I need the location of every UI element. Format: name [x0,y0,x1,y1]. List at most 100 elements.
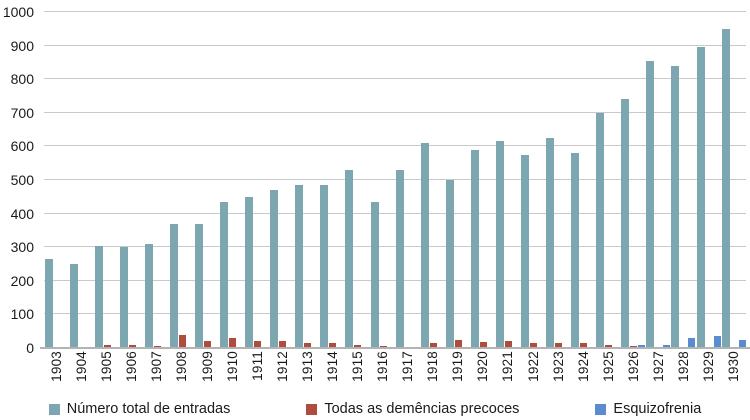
bar-1920-demencias [479,342,487,348]
bar-1930-esquizofrenia [738,340,746,348]
bar-group-1917 [395,12,420,348]
x-tick-label: 1930 [726,351,742,382]
bar-group-1914 [320,12,345,348]
x-tick-1910: 1910 [220,351,245,397]
x-tick-1915: 1915 [345,351,370,397]
bar-1930-total [721,29,730,348]
bar-1906-total [119,247,128,348]
x-tick-label: 1921 [500,351,516,382]
x-tick-label: 1917 [400,351,416,382]
y-tick-label-600: 600 [10,138,34,154]
gridline-900 [44,44,746,46]
bar-group-1916 [370,12,395,348]
x-tick-label: 1904 [74,351,90,382]
y-tick-label-100: 100 [10,306,34,322]
y-tick-label-700: 700 [10,105,34,121]
bar-1920-total [470,150,479,348]
bar-1925-demencias [605,345,613,348]
x-tick-label: 1906 [124,351,140,382]
x-tick-label: 1926 [625,351,641,382]
gridline-600 [44,145,746,147]
x-tick-label: 1925 [600,351,616,382]
bar-group-1904 [69,12,94,348]
bar-1929-total [696,47,705,348]
legend-label: Todas as demências precoces [324,401,520,417]
bar-1914-total [320,185,329,348]
x-tick-1926: 1926 [621,351,646,397]
legend: Número total de entradas Todas as demênci… [0,401,750,417]
bar-1929-esquizofrenia [713,336,721,348]
bar-1927-esquizofrenia [663,345,671,348]
x-tick-label: 1903 [49,351,65,382]
bar-1909-total [195,224,203,348]
bar-1915-demencias [354,345,362,348]
x-tick-1918: 1918 [420,351,445,397]
gridline-700 [44,111,746,113]
x-tick-label: 1923 [550,351,566,382]
bar-group-1918 [420,12,445,348]
x-tick-label: 1905 [99,351,115,382]
x-tick-label: 1922 [525,351,541,382]
legend-item-2: Esquizofrenia [595,401,701,417]
x-tick-1914: 1914 [320,351,345,397]
bar-group-1929 [696,12,721,348]
bar-1911-total [245,197,254,348]
y-tick-label-900: 900 [10,38,34,54]
bar-1909-demencias [204,341,211,348]
x-tick-label: 1929 [701,351,717,382]
bar-group-1908 [169,12,194,348]
gridline-1000 [44,11,746,12]
bar-1916-total [370,202,379,348]
plot-area [44,11,746,348]
legend-swatch-icon [306,403,318,415]
y-tick-label-500: 500 [10,172,34,188]
x-tick-1912: 1912 [270,351,295,397]
bar-1908-total [169,224,178,348]
bar-1918-total [420,143,429,348]
bar-group-1924 [571,12,596,348]
x-tick-1924: 1924 [571,351,596,397]
bar-1915-total [345,170,354,348]
bar-1921-total [495,141,504,348]
gridline-100 [44,313,746,315]
bar-group-1910 [220,12,245,348]
bar-group-1903 [44,12,69,348]
bar-group-1920 [470,12,495,348]
bar-group-1906 [119,12,144,348]
bar-group-1922 [520,12,545,348]
x-axis-labels: 1903 1904 1905 1906 1907 1908 1909 1910 1911 1912… [44,351,746,397]
bar-1913-total [295,185,304,348]
y-tick-label-0: 0 [26,340,34,356]
bar-group-1909 [194,12,219,348]
x-tick-label: 1927 [650,351,666,382]
x-tick-1905: 1905 [94,351,119,397]
x-tick-label: 1915 [349,351,365,382]
x-tick-1929: 1929 [696,351,721,397]
x-tick-1928: 1928 [671,351,696,397]
bar-1910-demencias [229,338,237,348]
bar-1926-esquizofrenia [638,345,646,348]
bar-1924-total [571,153,580,348]
bar-1913-demencias [304,343,312,348]
bar-1925-total [596,113,605,348]
bar-group-1930 [721,12,746,348]
x-tick-label: 1914 [324,351,340,382]
bar-1922-total [521,155,530,348]
bar-1912-demencias [279,341,287,348]
x-tick-1927: 1927 [646,351,671,397]
bar-1907-total [144,244,153,348]
y-tick-label-800: 800 [10,71,34,87]
bar-1922-demencias [530,343,538,348]
x-tick-label: 1924 [575,351,591,382]
gridline-400 [44,212,746,214]
gridline-200 [44,279,746,281]
x-tick-1916: 1916 [370,351,395,397]
bar-1905-demencias [103,345,111,348]
bar-group-1928 [671,12,696,348]
bar-1911-demencias [254,341,262,348]
bar-1908-demencias [178,335,186,348]
bar-1919-total [445,180,454,348]
bar-group-1912 [270,12,295,348]
bar-1904-total [69,264,78,348]
bar-1928-esquizofrenia [688,338,696,348]
